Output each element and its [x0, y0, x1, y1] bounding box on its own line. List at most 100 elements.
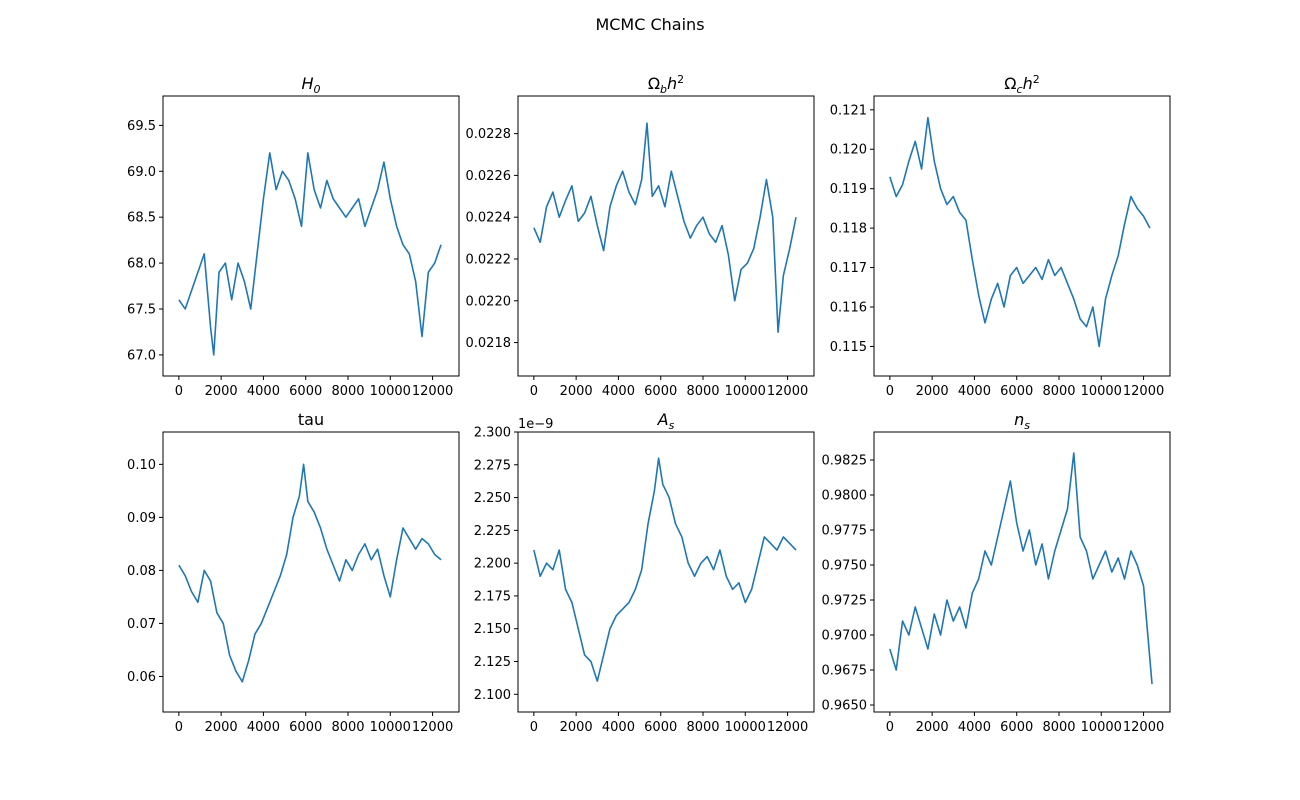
panel-title-b-1: Ωbh2: [648, 73, 684, 96]
x-tick-label: 4000: [602, 384, 635, 399]
y-tick-label: 0.9800: [822, 489, 868, 504]
y-tick-label: 0.09: [127, 511, 156, 526]
x-tick-label: 4000: [958, 720, 991, 735]
series-line-b-1-0: [533, 122, 797, 333]
x-tick-label: 0: [530, 720, 538, 735]
chart-panels: 0 2000 4000 6000 8000 10000 1200067.067.568.06…: [127, 73, 1171, 735]
figure-title: MCMC Chains: [595, 15, 704, 34]
x-tick-label: 12000: [767, 720, 808, 735]
series-line-tau-3-0: [178, 463, 442, 683]
y-tick-label: 2.200: [474, 557, 511, 572]
x-tick-label: 2000: [205, 720, 238, 735]
x-tick-label: 10000: [725, 384, 766, 399]
panel-a-4: 0 2000 4000 6000 8000 10000 12000 2.100 2.125 2.1…: [474, 410, 815, 735]
y-tick-label: 0.0222: [466, 252, 512, 267]
y-tick-label: 2.125: [474, 655, 511, 670]
y-tick-label: 2.225: [474, 524, 511, 539]
y-tick-label: 0.0218: [466, 336, 512, 351]
x-tick-label: 12000: [767, 384, 808, 399]
x-tick-label: 10000: [1081, 384, 1122, 399]
y-tick-label: 0.0228: [466, 127, 512, 142]
y-tick-label: 68.5: [127, 211, 156, 226]
x-tick-label: 8000: [331, 384, 364, 399]
axes-frame-b-1: [517, 95, 815, 377]
y-tick-label: 0.07: [127, 617, 156, 632]
y-tick-label: 0.115: [830, 340, 867, 355]
x-tick-label: 2000: [560, 720, 593, 735]
x-tick-label: 6000: [289, 720, 322, 735]
y-tick-label: 0.06: [127, 670, 156, 685]
x-tick-label: 8000: [331, 720, 364, 735]
axes-frame-tau-3: [162, 431, 460, 713]
panel-h-0: 0 2000 4000 6000 8000 10000 12000 67.0 67.5 68.0 6…: [127, 74, 460, 399]
x-tick-label: 10000: [370, 720, 411, 735]
y-tick-label: 0.121: [830, 103, 867, 118]
y-tick-label: 0.116: [830, 300, 867, 315]
series-line-a-4-0: [533, 457, 797, 682]
x-tick-label: 4000: [602, 720, 635, 735]
y-tick-label: 2.175: [474, 589, 511, 604]
x-tick-label: 2000: [560, 384, 593, 399]
x-tick-label: 10000: [725, 720, 766, 735]
y-tick-label: 0.9725: [822, 594, 868, 609]
x-tick-label: 6000: [644, 384, 677, 399]
y-tick-label: 0.0224: [466, 211, 512, 226]
panel-panel-2: 0 2000 4000 6000 8000 10000 12000 0.115 0.116 0.1…: [830, 73, 1171, 399]
y-tick-label: 69.0: [127, 165, 156, 180]
x-tick-label: 0: [530, 384, 538, 399]
x-tick-label: 2000: [205, 384, 238, 399]
x-tick-label: 6000: [1000, 720, 1033, 735]
series-line-n-5-0: [889, 452, 1153, 685]
x-tick-label: 4000: [247, 384, 280, 399]
y-tick-label: 0.10: [127, 458, 156, 473]
y-tick-label: 0.9700: [822, 629, 868, 644]
panel-b-1: 0 2000 4000 6000 8000 10000 12000 0.0218 0.0220 0…: [466, 73, 815, 399]
x-tick-label: 0: [175, 384, 183, 399]
x-tick-label: 8000: [686, 720, 719, 735]
x-tick-label: 0: [175, 720, 183, 735]
y-tick-label: 67.5: [127, 302, 156, 317]
y-tick-label: 2.150: [474, 622, 511, 637]
y-tick-label: 0.9750: [822, 559, 868, 574]
y-tick-label: 0.08: [127, 564, 156, 579]
x-tick-label: 8000: [1042, 720, 1075, 735]
x-tick-label: 6000: [644, 720, 677, 735]
y-tick-label: 0.9775: [822, 524, 868, 539]
y-tick-label: 0.120: [830, 143, 867, 158]
y-tick-label: 0.0220: [466, 294, 512, 309]
x-tick-label: 12000: [1123, 384, 1164, 399]
x-tick-label: 12000: [412, 720, 453, 735]
x-tick-label: 6000: [289, 384, 322, 399]
y-tick-label: 0.9825: [822, 454, 868, 469]
x-tick-label: 12000: [1123, 720, 1164, 735]
x-tick-label: 2000: [916, 720, 949, 735]
x-tick-label: 6000: [1000, 384, 1033, 399]
x-tick-label: 4000: [958, 384, 991, 399]
panel-title-tau-3: tau: [298, 410, 324, 429]
x-tick-label: 12000: [412, 384, 453, 399]
panel-title-a-4: As: [657, 410, 675, 432]
panel-tau-3: 0 2000 4000 6000 8000 10000 12000 0.06 0.07 0.08 0…: [127, 410, 460, 735]
axes-frame-panel-2: [873, 95, 1171, 377]
panel-n-5: 0 2000 4000 6000 8000 10000 12000 0.9650 0.9675 0…: [822, 410, 1171, 735]
y-offset-label: 1e−9: [518, 417, 553, 432]
x-tick-label: 4000: [247, 720, 280, 735]
series-line-panel-2-0: [889, 116, 1151, 348]
x-tick-label: 8000: [686, 384, 719, 399]
panel-title-h-0: H0: [301, 74, 320, 96]
panel-title-panel-2: Ωch2: [1004, 73, 1039, 96]
x-tick-label: 8000: [1042, 384, 1075, 399]
y-tick-label: 2.300: [474, 426, 511, 441]
y-tick-label: 2.250: [474, 491, 511, 506]
y-tick-label: 68.0: [127, 257, 156, 272]
x-tick-label: 0: [886, 384, 894, 399]
axes-frame-n-5: [873, 431, 1171, 713]
x-tick-label: 0: [886, 720, 894, 735]
series-line-h-0-0: [178, 152, 442, 356]
y-tick-label: 0.9650: [822, 699, 868, 714]
y-tick-label: 0.0226: [466, 169, 512, 184]
panel-title-n-5: ns: [1014, 410, 1030, 432]
x-tick-label: 2000: [916, 384, 949, 399]
